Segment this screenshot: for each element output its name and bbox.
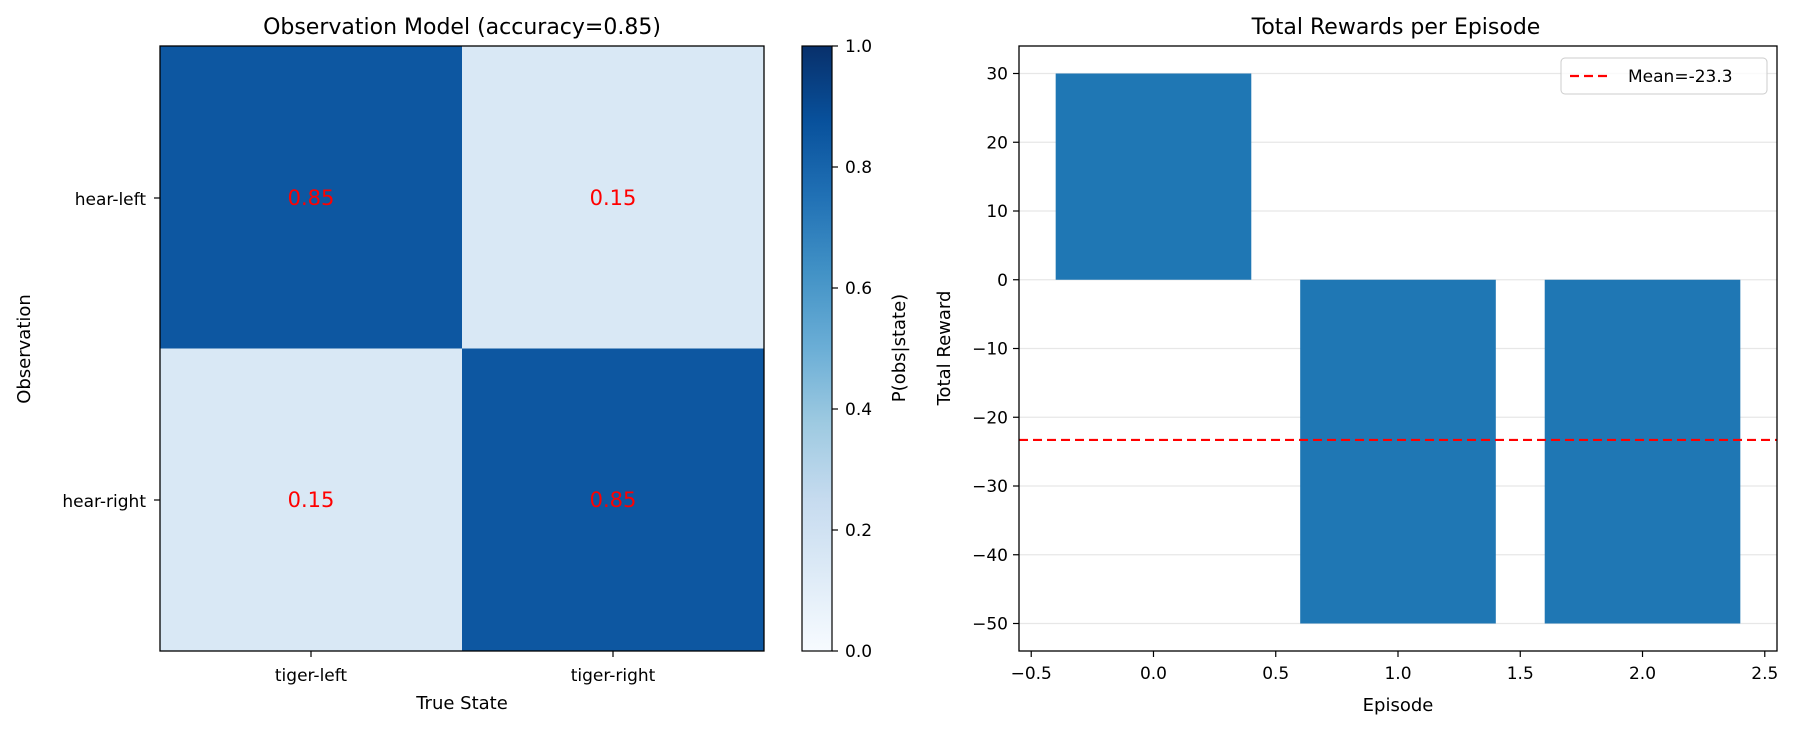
heatmap-title: Observation Model (accuracy=0.85) <box>263 15 661 40</box>
legend-box <box>1560 57 1768 95</box>
heatmap-xtick-label: tiger-right <box>571 666 656 686</box>
bar-chart-title: Total Rewards per Episode <box>1251 15 1541 40</box>
ytick-label: 30 <box>986 65 1008 85</box>
heatmap-cells <box>160 46 765 652</box>
heatmap-ylabel: Observation <box>14 294 35 404</box>
ytick-label: −30 <box>972 477 1008 497</box>
ytick-label: −40 <box>972 546 1008 566</box>
heatmap-cell <box>462 46 765 349</box>
colorbar-tick-label: 0.6 <box>845 279 872 299</box>
bar-yticks: 30 20 10 0 −10 −20 −30 −40 −50 <box>972 65 1019 635</box>
ytick-label: 10 <box>986 202 1008 222</box>
colorbar-label: P(obs|state) <box>889 294 910 402</box>
colorbar-tick-label: 0.0 <box>845 642 872 662</box>
colorbar-gradient <box>801 45 833 652</box>
colorbar-tick-label: 0.4 <box>845 400 872 420</box>
heatmap-cell <box>160 348 463 652</box>
xtick-label: 0.5 <box>1262 664 1289 684</box>
xtick-label: −0.5 <box>1011 664 1052 684</box>
colorbar-tick-label: 1.0 <box>845 37 872 57</box>
heatmap-xtick-label: tiger-left <box>275 666 348 686</box>
colorbar-tick-label: 0.8 <box>845 158 872 178</box>
bar-chart: Total Rewards per Episode −0.5 0.0 0.5 1.0 1… <box>934 15 1778 716</box>
colorbar-tick-label: 0.2 <box>845 521 872 541</box>
bar <box>1300 279 1496 624</box>
heatmap-frame <box>159 45 765 652</box>
xtick-label: 1.5 <box>1507 664 1534 684</box>
ytick-label: −50 <box>972 615 1008 635</box>
ytick-label: −10 <box>972 340 1008 360</box>
xtick-label: 2.0 <box>1629 664 1656 684</box>
heatmap-cell <box>160 46 463 349</box>
xtick-label: 2.5 <box>1751 664 1778 684</box>
colorbar: 0.0 0.2 0.4 0.6 0.8 1.0 P(obs|state) <box>801 37 910 662</box>
heatmap-cell-label: 0.85 <box>590 488 637 512</box>
heatmap-chart: Observation Model (accuracy=0.85) 0.85 0… <box>14 15 765 714</box>
xtick-label: 0.0 <box>1140 664 1167 684</box>
xtick-label: 1.0 <box>1384 664 1411 684</box>
heatmap-ytick-label: hear-left <box>75 190 147 210</box>
heatmap-cell-label: 0.15 <box>288 488 335 512</box>
bar-xlabel: Episode <box>1363 695 1434 716</box>
heatmap-cell-label: 0.85 <box>288 186 335 210</box>
ytick-label: 0 <box>997 271 1008 291</box>
colorbar-ticks: 0.0 0.2 0.4 0.6 0.8 1.0 <box>832 37 872 662</box>
heatmap-cell <box>462 348 765 652</box>
legend-mean-label: Mean=-23.3 <box>1628 67 1733 87</box>
heatmap-ytick-label: hear-right <box>62 492 146 512</box>
bar <box>1055 73 1252 280</box>
bar-series <box>1055 73 1741 624</box>
bar-legend: Mean=-23.3 <box>1560 57 1768 95</box>
heatmap-xlabel: True State <box>415 693 508 714</box>
bar-ylabel: Total Reward <box>934 291 955 407</box>
bar <box>1544 279 1741 624</box>
ytick-label: 20 <box>986 133 1008 153</box>
heatmap-cell-label: 0.15 <box>590 186 637 210</box>
bar-xticks: −0.5 0.0 0.5 1.0 1.5 2.0 2.5 <box>1011 651 1778 684</box>
ytick-label: −20 <box>972 408 1008 428</box>
